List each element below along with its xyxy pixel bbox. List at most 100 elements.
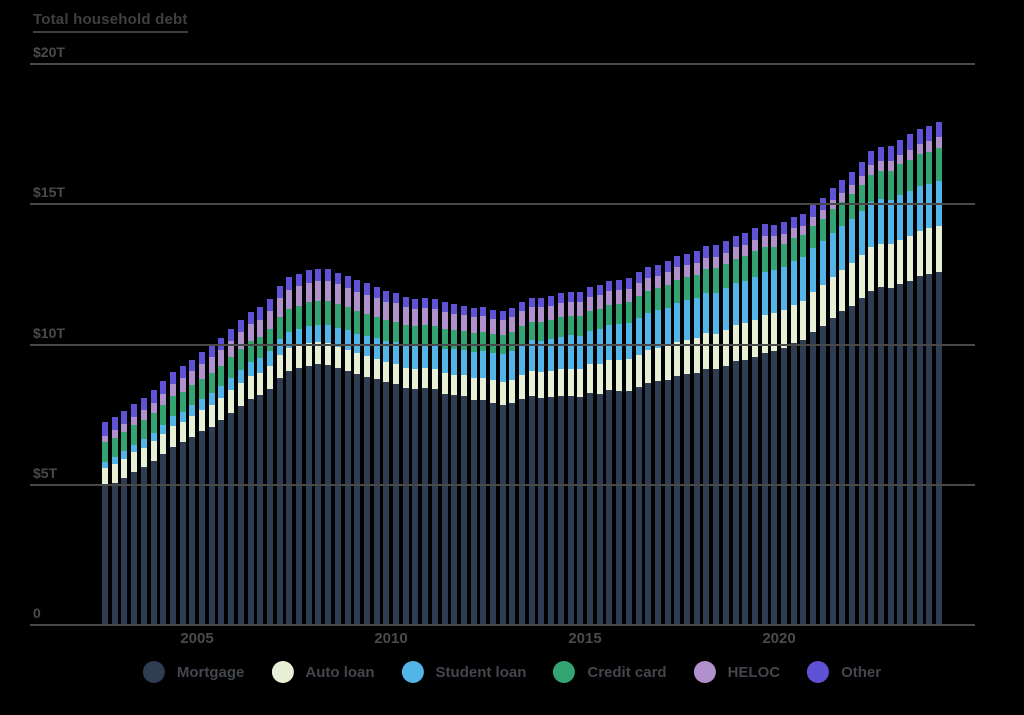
bar-segment-auto-loan[interactable]: [306, 343, 312, 366]
bar-segment-student-loan[interactable]: [665, 308, 671, 346]
stacked-bar[interactable]: [733, 236, 739, 625]
bar-segment-credit-card[interactable]: [897, 164, 903, 195]
bar-segment-heloc[interactable]: [160, 394, 166, 405]
bar-segment-credit-card[interactable]: [364, 314, 370, 336]
bar-segment-other[interactable]: [296, 274, 302, 286]
bar-segment-auto-loan[interactable]: [665, 346, 671, 380]
bar-segment-heloc[interactable]: [393, 303, 399, 322]
bar-segment-student-loan[interactable]: [645, 313, 651, 350]
bar-segment-other[interactable]: [112, 417, 118, 430]
bar-segment-heloc[interactable]: [684, 265, 690, 277]
bar-segment-mortgage[interactable]: [218, 420, 224, 625]
bar-segment-heloc[interactable]: [616, 290, 622, 304]
legend-item-student-loan[interactable]: Student loan: [401, 661, 526, 683]
bar-segment-credit-card[interactable]: [189, 385, 195, 405]
stacked-bar[interactable]: [897, 140, 903, 625]
bar-segment-credit-card[interactable]: [160, 405, 166, 425]
legend-item-other[interactable]: Other: [807, 661, 881, 683]
bar-segment-auto-loan[interactable]: [315, 342, 321, 364]
bar-segment-mortgage[interactable]: [209, 427, 215, 625]
legend-item-heloc[interactable]: HELOC: [693, 661, 780, 683]
bar-segment-other[interactable]: [451, 304, 457, 314]
bar-segment-credit-card[interactable]: [888, 171, 894, 200]
bar-segment-heloc[interactable]: [461, 315, 467, 331]
bar-segment-auto-loan[interactable]: [257, 373, 263, 395]
bar-segment-heloc[interactable]: [529, 307, 535, 322]
bar-segment-heloc[interactable]: [131, 417, 137, 425]
bar-segment-credit-card[interactable]: [868, 175, 874, 202]
bar-segment-heloc[interactable]: [577, 302, 583, 316]
bar-segment-mortgage[interactable]: [868, 291, 874, 625]
bar-segment-student-loan[interactable]: [160, 425, 166, 434]
bar-segment-mortgage[interactable]: [296, 368, 302, 625]
stacked-bar[interactable]: [907, 134, 913, 625]
bar-segment-student-loan[interactable]: [199, 399, 205, 410]
bar-segment-auto-loan[interactable]: [170, 426, 176, 447]
bar-segment-credit-card[interactable]: [354, 311, 360, 334]
bar-segment-student-loan[interactable]: [684, 300, 690, 340]
bar-segment-auto-loan[interactable]: [645, 350, 651, 383]
bar-segment-mortgage[interactable]: [267, 389, 273, 625]
bar-segment-credit-card[interactable]: [277, 317, 283, 339]
bar-segment-mortgage[interactable]: [684, 374, 690, 625]
bar-segment-auto-loan[interactable]: [568, 369, 574, 396]
bar-segment-heloc[interactable]: [645, 278, 651, 291]
bar-segment-credit-card[interactable]: [558, 317, 564, 337]
bar-segment-auto-loan[interactable]: [791, 305, 797, 343]
stacked-bar[interactable]: [248, 312, 254, 625]
bar-segment-student-loan[interactable]: [616, 324, 622, 360]
bar-segment-other[interactable]: [645, 267, 651, 278]
bar-segment-mortgage[interactable]: [315, 364, 321, 625]
bar-segment-student-loan[interactable]: [422, 345, 428, 368]
bar-segment-credit-card[interactable]: [490, 334, 496, 353]
bar-segment-other[interactable]: [393, 293, 399, 303]
bar-segment-credit-card[interactable]: [577, 316, 583, 336]
bar-segment-credit-card[interactable]: [723, 264, 729, 288]
bar-segment-auto-loan[interactable]: [374, 359, 380, 379]
bar-segment-auto-loan[interactable]: [597, 364, 603, 394]
bar-segment-mortgage[interactable]: [383, 382, 389, 625]
bar-segment-heloc[interactable]: [878, 161, 884, 171]
stacked-bar[interactable]: [703, 246, 709, 625]
bar-segment-student-loan[interactable]: [674, 303, 680, 342]
bar-segment-student-loan[interactable]: [451, 349, 457, 375]
stacked-bar[interactable]: [839, 180, 845, 625]
bar-segment-mortgage[interactable]: [626, 391, 632, 625]
stacked-bar[interactable]: [432, 299, 438, 625]
bar-segment-mortgage[interactable]: [461, 396, 467, 625]
stacked-bar[interactable]: [335, 273, 341, 625]
bar-segment-mortgage[interactable]: [248, 399, 254, 625]
bar-segment-credit-card[interactable]: [286, 309, 292, 332]
bar-segment-mortgage[interactable]: [568, 396, 574, 625]
bar-segment-heloc[interactable]: [558, 303, 564, 317]
bar-segment-mortgage[interactable]: [538, 398, 544, 625]
bar-segment-heloc[interactable]: [480, 316, 486, 332]
bar-segment-other[interactable]: [325, 269, 331, 281]
bar-segment-auto-loan[interactable]: [151, 441, 157, 461]
bar-segment-mortgage[interactable]: [442, 394, 448, 625]
bar-segment-student-loan[interactable]: [286, 332, 292, 348]
bar-segment-heloc[interactable]: [897, 155, 903, 164]
bar-segment-credit-card[interactable]: [597, 309, 603, 329]
bar-segment-credit-card[interactable]: [228, 357, 234, 378]
bar-segment-auto-loan[interactable]: [218, 398, 224, 420]
bar-segment-mortgage[interactable]: [364, 377, 370, 625]
bar-segment-heloc[interactable]: [762, 236, 768, 247]
bar-segment-heloc[interactable]: [694, 263, 700, 275]
stacked-bar[interactable]: [364, 283, 370, 625]
bar-segment-student-loan[interactable]: [151, 433, 157, 441]
bar-segment-heloc[interactable]: [354, 292, 360, 311]
bar-segment-credit-card[interactable]: [849, 194, 855, 219]
bar-segment-heloc[interactable]: [752, 240, 758, 251]
bar-segment-student-loan[interactable]: [102, 462, 108, 468]
bar-segment-other[interactable]: [102, 422, 108, 436]
stacked-bar[interactable]: [102, 422, 108, 625]
bar-segment-auto-loan[interactable]: [277, 355, 283, 378]
bar-segment-credit-card[interactable]: [151, 413, 157, 433]
bar-segment-heloc[interactable]: [248, 324, 254, 341]
bar-segment-credit-card[interactable]: [800, 235, 806, 257]
bar-segment-other[interactable]: [888, 146, 894, 161]
bar-segment-heloc[interactable]: [597, 295, 603, 309]
bar-segment-credit-card[interactable]: [529, 322, 535, 340]
bar-segment-mortgage[interactable]: [286, 371, 292, 625]
